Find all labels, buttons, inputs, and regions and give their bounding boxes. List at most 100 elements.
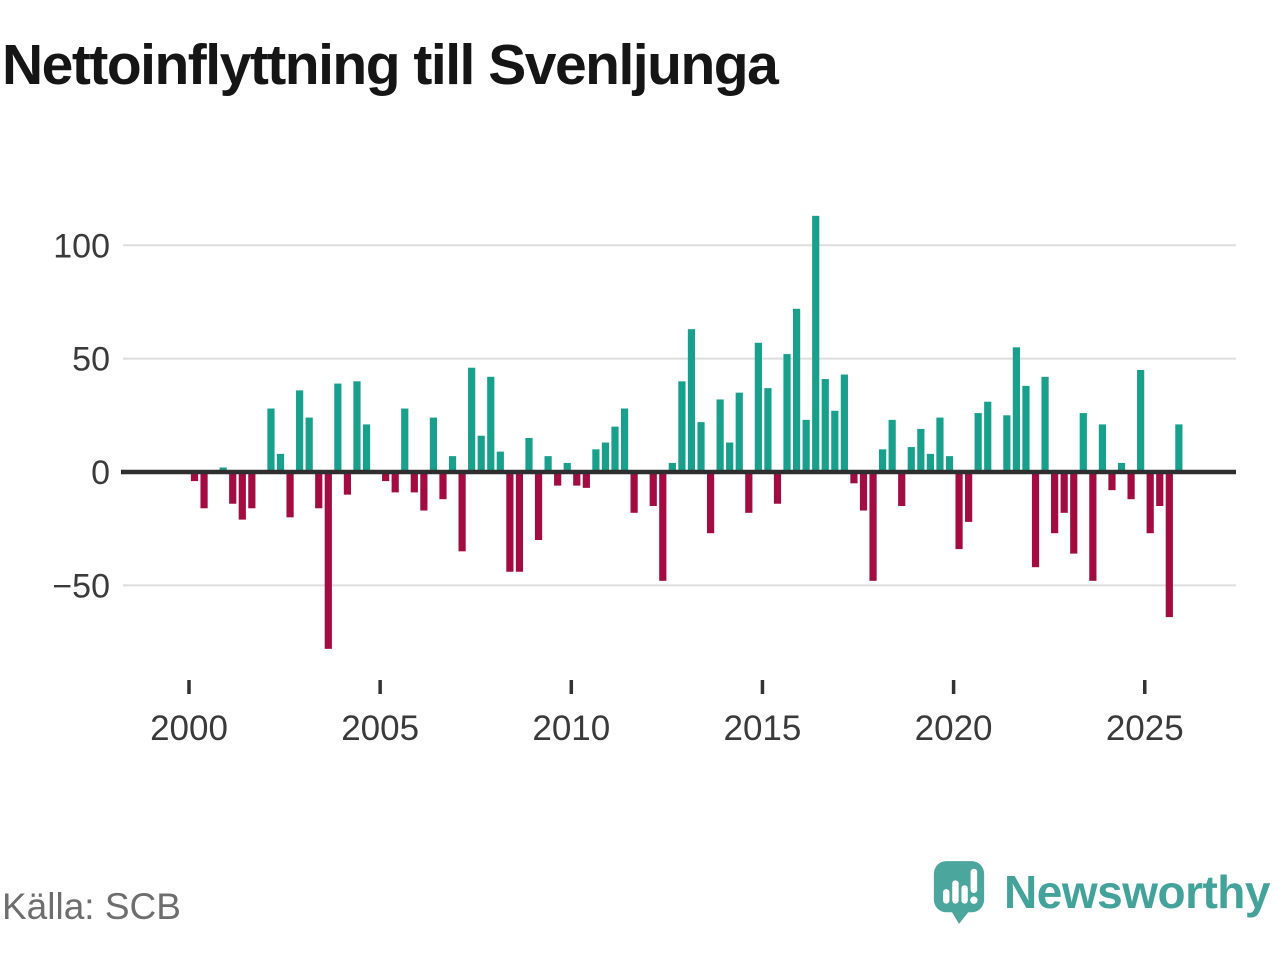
- bar-2017-Q1: [840, 374, 848, 472]
- bar-2025-Q3: [1165, 472, 1173, 618]
- bar-2002-Q2: [276, 453, 285, 472]
- bar-2015-Q1: [764, 388, 772, 472]
- bar-2003-Q4: [334, 383, 342, 472]
- bar-2017-Q2: [850, 472, 858, 484]
- bar-2001-Q2: [238, 472, 246, 520]
- bar-2006-Q2: [429, 417, 438, 472]
- bar-2021-Q4: [1022, 385, 1030, 472]
- bar-2016-Q4: [831, 410, 839, 472]
- bar-2014-Q2: [735, 392, 743, 472]
- bar-2011-Q1: [611, 426, 619, 472]
- bar-2001-Q3: [248, 472, 256, 509]
- bar-2003-Q1: [305, 417, 313, 472]
- bar-2007-Q2: [468, 367, 476, 472]
- bar-2007-Q1: [458, 472, 466, 552]
- bar-2025-Q1: [1146, 472, 1154, 534]
- bar-2022-Q1: [1031, 472, 1040, 568]
- bar-2008-Q4: [525, 438, 533, 472]
- bar-2002-Q4: [296, 390, 304, 472]
- bar-2012-Q3: [668, 462, 676, 472]
- x-axis-tick-label: 2000: [150, 709, 228, 748]
- bar-2015-Q3: [783, 354, 791, 472]
- bar-2020-Q1: [955, 472, 963, 550]
- bar-2004-Q3: [362, 424, 371, 472]
- newsworthy-logo-text: Newsworthy: [1004, 866, 1270, 918]
- bar-2008-Q2: [506, 472, 514, 572]
- bar-2006-Q3: [439, 472, 447, 500]
- bar-2005-Q2: [391, 472, 399, 493]
- bar-2018-Q3: [898, 472, 906, 506]
- bar-2017-Q4: [869, 472, 877, 581]
- y-axis-tick-label: 0: [91, 454, 110, 492]
- x-axis-tick-label: 2015: [724, 709, 802, 748]
- bar-2006-Q1: [420, 472, 428, 511]
- bar-2012-Q4: [678, 381, 686, 472]
- bar-2021-Q3: [1012, 347, 1020, 472]
- bar-2023-Q2: [1079, 413, 1087, 472]
- bar-2000-Q1: [190, 472, 199, 482]
- bar-2005-Q3: [401, 408, 409, 472]
- bar-2025-Q2: [1156, 472, 1164, 506]
- bar-2005-Q4: [410, 472, 418, 493]
- bar-2012-Q2: [659, 472, 667, 581]
- y-axis-tick-label: 50: [72, 341, 110, 379]
- bar-2013-Q1: [687, 329, 696, 472]
- bar-2008-Q3: [515, 472, 524, 572]
- bar-2018-Q4: [907, 447, 915, 472]
- bar-2014-Q4: [754, 342, 762, 472]
- bar-2019-Q1: [917, 428, 925, 472]
- bar-2016-Q2: [812, 215, 820, 472]
- bar-2017-Q3: [859, 472, 868, 511]
- bar-2022-Q4: [1060, 472, 1068, 513]
- bar-2009-Q1: [534, 472, 543, 541]
- y-axis-tick-label: −50: [52, 567, 110, 605]
- bar-2005-Q1: [382, 472, 390, 482]
- bar-2020-Q4: [984, 401, 992, 472]
- bar-2024-Q1: [1108, 472, 1116, 491]
- bar-2008-Q1: [496, 451, 504, 472]
- bar-2014-Q3: [745, 472, 753, 513]
- bar-2016-Q1: [802, 419, 810, 472]
- bar-2010-Q1: [573, 472, 581, 486]
- bar-2024-Q2: [1117, 462, 1126, 472]
- bar-2018-Q1: [879, 449, 887, 472]
- bar-2010-Q3: [592, 449, 600, 472]
- bar-2013-Q4: [716, 399, 724, 472]
- bar-2022-Q3: [1051, 472, 1059, 534]
- bar-2013-Q3: [706, 472, 715, 534]
- bar-2019-Q4: [945, 456, 954, 472]
- y-axis-tick-label: 100: [53, 227, 110, 265]
- bar-2004-Q1: [343, 472, 352, 495]
- bar-2009-Q3: [554, 472, 562, 486]
- bar-2020-Q3: [974, 413, 982, 472]
- bar-2020-Q2: [965, 472, 973, 522]
- bar-2018-Q2: [888, 419, 896, 472]
- bar-2001-Q1: [229, 472, 237, 504]
- bar-2002-Q3: [286, 472, 294, 518]
- bar-2019-Q2: [926, 453, 934, 472]
- bar-2023-Q1: [1070, 472, 1078, 554]
- bar-2015-Q4: [792, 308, 801, 472]
- bar-2014-Q1: [726, 442, 734, 472]
- bar-2004-Q2: [353, 381, 361, 472]
- bar-2009-Q2: [544, 456, 552, 472]
- source-label: Källa: SCB: [2, 886, 181, 927]
- bar-2006-Q4: [448, 456, 457, 472]
- bar-2007-Q4: [487, 376, 495, 472]
- x-axis-tick-label: 2010: [532, 709, 610, 748]
- bar-2012-Q1: [649, 472, 657, 506]
- bar-2010-Q2: [582, 472, 590, 488]
- bar-2011-Q3: [630, 472, 638, 513]
- bar-2010-Q4: [601, 442, 610, 472]
- bar-2009-Q4: [563, 462, 571, 472]
- bar-2011-Q2: [620, 408, 629, 472]
- bar-2015-Q2: [773, 472, 782, 504]
- mini-barchart-glyph: [943, 868, 978, 904]
- bar-2007-Q3: [477, 435, 485, 472]
- bar-2003-Q2: [315, 472, 323, 509]
- bar-2019-Q3: [936, 417, 944, 472]
- bar-2016-Q3: [821, 379, 829, 472]
- newsworthy-speech-bubble-icon: [933, 861, 985, 924]
